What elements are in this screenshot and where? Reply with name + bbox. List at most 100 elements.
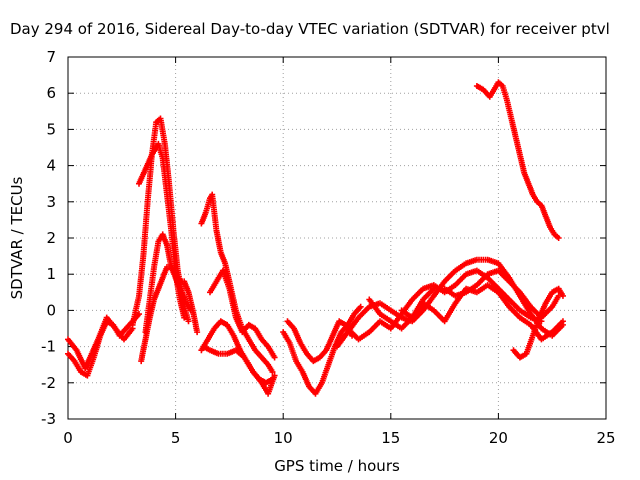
data-point-run: [129, 295, 142, 328]
data-point-run: [452, 261, 468, 274]
data-point-run: [136, 255, 147, 299]
y-tick-label: 5: [46, 120, 56, 138]
data-point-run: [506, 303, 522, 320]
data-point-run: [265, 343, 277, 359]
data-point-run: [202, 197, 213, 216]
grid: [68, 57, 606, 419]
x-tick-label: 0: [63, 429, 73, 447]
data-point-run: [329, 320, 342, 339]
data-point-run: [159, 265, 170, 281]
data-point-run: [252, 347, 264, 359]
data-point-run: [245, 336, 258, 352]
data-point-run: [473, 272, 490, 289]
y-tick-label: -3: [41, 410, 56, 428]
y-tick-label: 3: [46, 193, 56, 211]
data-point: [269, 368, 276, 375]
data-point-run: [103, 314, 118, 330]
data-point-run: [73, 347, 88, 370]
data-point-run: [151, 240, 161, 270]
data-points: [65, 79, 566, 397]
data-point-run: [377, 311, 392, 324]
data-point-run: [473, 283, 489, 296]
data-point-run: [484, 282, 500, 295]
data-point-run: [77, 368, 89, 378]
data-point-run: [409, 309, 425, 325]
data-point-run: [495, 260, 511, 280]
chart-title: Day 294 of 2016, Sidereal Day-to-day VTE…: [10, 20, 610, 38]
data-point-run: [512, 133, 523, 156]
data-point-run: [159, 155, 170, 196]
data-point-run: [258, 336, 270, 349]
data-point-run: [297, 340, 309, 355]
data-point-run: [473, 83, 485, 92]
data-point-run: [555, 285, 565, 298]
data-point-run: [499, 83, 510, 102]
data-point-run: [516, 351, 528, 361]
data-point: [271, 354, 278, 361]
data-point-run: [486, 88, 496, 100]
data-point-run: [377, 300, 392, 313]
x-tick-label: 20: [489, 429, 508, 447]
data-point-run: [164, 191, 174, 232]
series-prn-l: [284, 318, 356, 365]
data-point: [185, 318, 192, 325]
data-point-run: [241, 354, 255, 374]
y-tick-label: -2: [41, 374, 56, 392]
data-point-run: [355, 305, 371, 321]
data-point-run: [207, 280, 219, 296]
data-point-run: [146, 266, 157, 303]
data-point-run: [452, 272, 468, 289]
data-point-run: [232, 347, 246, 360]
data-point-run: [506, 296, 522, 312]
data-point-run: [549, 286, 560, 296]
series-prn-j: [200, 343, 278, 397]
data-point-run: [355, 330, 371, 343]
data-point-run: [204, 327, 217, 343]
series-prn-b: [65, 314, 136, 372]
data-point-run: [441, 285, 457, 298]
data-point-run: [252, 325, 264, 341]
series-prn-k: [280, 303, 364, 397]
data-point-run: [495, 79, 505, 88]
data-point-run: [226, 285, 239, 319]
data-point: [555, 235, 562, 241]
data-point-run: [168, 227, 179, 275]
data-point-run: [495, 289, 511, 309]
data-point-run: [336, 318, 347, 327]
data-point-run: [200, 343, 212, 353]
data-point-run: [516, 289, 533, 309]
data-point-run: [504, 97, 514, 120]
y-tick-label: -1: [41, 338, 56, 356]
data-point-run: [71, 358, 83, 374]
y-tick-label: 6: [46, 84, 56, 102]
data-point-run: [65, 336, 79, 352]
data-point-run: [542, 291, 555, 307]
data-point-run: [549, 294, 561, 310]
data-point-run: [316, 348, 328, 361]
data-point-run: [441, 269, 457, 285]
data-point-run: [420, 287, 436, 303]
data-point-run: [495, 267, 511, 283]
data-point-run: [224, 321, 236, 337]
data-point-run: [409, 287, 425, 303]
data-point-run: [441, 302, 458, 325]
x-tick-label: 15: [381, 429, 400, 447]
data-point-run: [387, 318, 403, 331]
data-point-run: [409, 298, 425, 321]
data-point-run: [142, 298, 153, 336]
series-prn-f: [142, 231, 192, 336]
data-point-run: [549, 319, 565, 336]
series-prn-q: [510, 285, 566, 361]
data-point-run: [213, 227, 224, 254]
x-tick-label: 25: [596, 429, 615, 447]
data-point-run: [538, 330, 554, 343]
data-point-run: [334, 330, 350, 350]
data-point-run: [463, 268, 479, 278]
data-point-run: [284, 318, 296, 331]
x-tick-label: 5: [171, 429, 181, 447]
data-point-run: [209, 191, 220, 232]
data-point-run: [245, 321, 257, 331]
data-point-run: [506, 278, 522, 294]
data-point-run: [366, 296, 382, 316]
